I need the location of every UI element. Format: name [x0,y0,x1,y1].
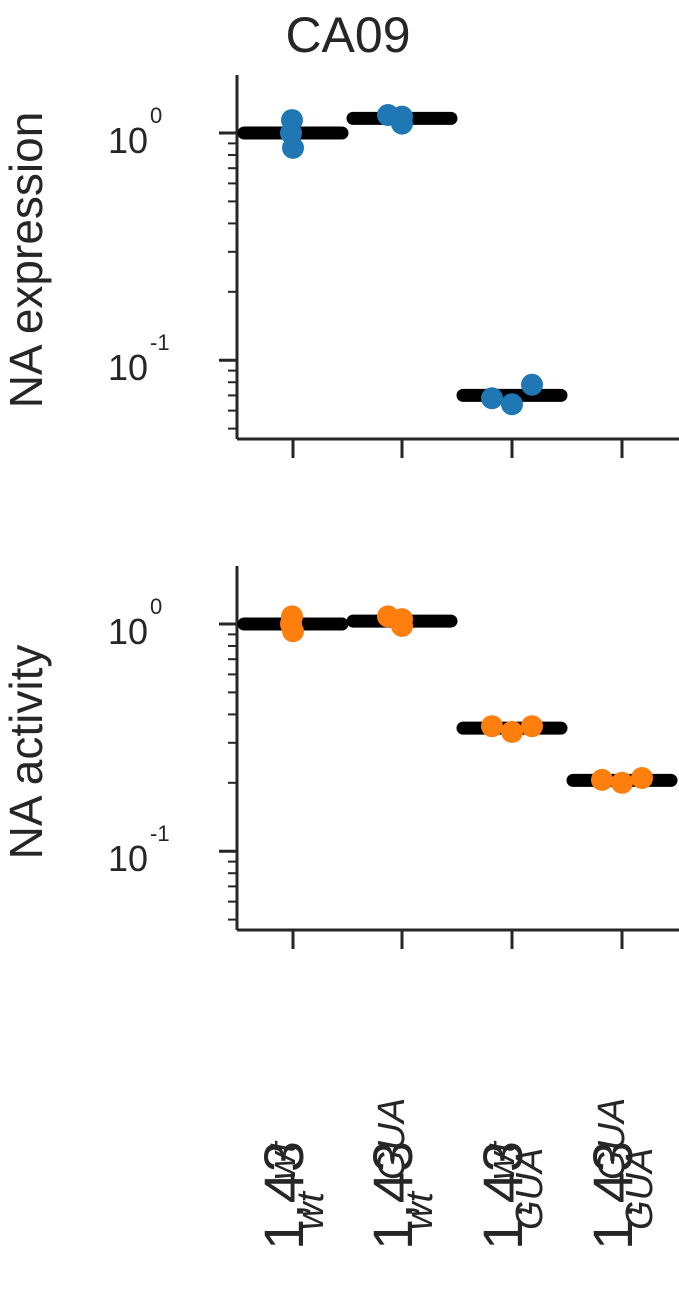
x-tick-label-main: 1,43 [361,1141,424,1250]
x-tick-label-sub: GUA [619,1148,661,1230]
data-point [611,771,633,794]
x-tick-label-main: 1,43 [471,1141,534,1250]
data-point [591,768,613,791]
y-tick-label: 10 [108,347,148,388]
y-tick-exponent: 0 [150,594,162,619]
x-tick-label-sup: GUA [591,1098,633,1180]
data-point [481,387,503,410]
data-point [282,620,304,643]
x-tick-label-sup: GUA [371,1098,413,1180]
data-point [521,715,543,738]
y-axis-label-activity: NA activity [0,645,52,860]
data-point [391,112,413,135]
x-tick-label-sup: wt [481,1141,523,1180]
data-point [391,614,413,637]
data-point [282,136,304,159]
y-tick-label: 10 [108,838,148,879]
y-tick-exponent: -1 [150,821,170,846]
chart-title: CA09 [285,7,410,63]
x-tick-label-main: 1,43 [581,1141,644,1250]
y-tick-label: 10 [108,120,148,161]
data-point [501,720,523,743]
data-point [481,715,503,738]
data-point [521,373,543,396]
x-tick-label-sup: wt [262,1141,304,1180]
y-tick-exponent: -1 [150,330,170,355]
x-tick-label-main: 1,43 [252,1141,315,1250]
y-tick-label: 10 [108,611,148,652]
x-tick-label-sub: wt [399,1191,441,1230]
data-point [501,393,523,416]
y-axis-label-expression: NA expression [0,112,52,409]
y-tick-exponent: 0 [150,103,162,128]
x-tick-label-sub: GUA [509,1148,551,1230]
x-tick-label-sub: wt [290,1191,332,1230]
data-point [631,766,653,789]
